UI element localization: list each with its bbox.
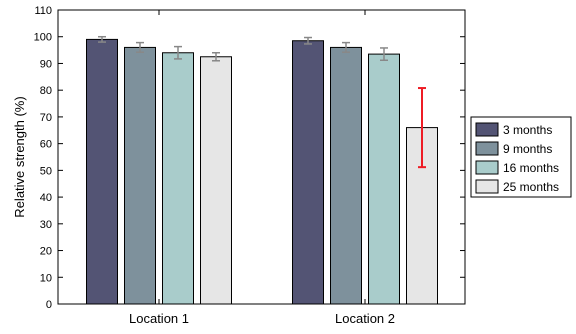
y-tick-label: 30	[40, 219, 52, 231]
bar-25-months-location-1	[200, 56, 232, 305]
legend-swatch	[475, 179, 499, 194]
bar-16-months-location-2	[368, 53, 400, 305]
legend-label: 9 months	[503, 142, 552, 156]
legend-label: 25 months	[503, 180, 559, 194]
bar-9-months-location-2	[330, 46, 362, 305]
y-tick-label: 10	[40, 272, 52, 284]
y-tick-label: 60	[40, 139, 52, 151]
legend-label: 3 months	[503, 123, 552, 137]
y-tick-label: 0	[46, 299, 52, 311]
y-tick-label: 110	[34, 5, 52, 17]
legend-label: 16 months	[503, 161, 559, 175]
y-tick-label: 40	[40, 192, 52, 204]
x-category-label: Location 2	[335, 311, 395, 326]
y-tick-label: 50	[40, 165, 52, 177]
bar-3-months-location-1	[86, 38, 118, 305]
y-axis-label: Relative strength (%)	[12, 96, 27, 217]
bar-16-months-location-1	[162, 52, 194, 305]
legend-swatch	[475, 141, 499, 156]
plot-frame	[57, 9, 466, 305]
x-category-label: Location 1	[129, 311, 189, 326]
y-tick-label: 20	[40, 246, 52, 258]
y-tick-label: 100	[34, 32, 52, 44]
legend-swatch	[475, 122, 499, 137]
y-tick-label: 70	[40, 112, 52, 124]
y-tick-label: 80	[40, 85, 52, 97]
legend-swatch	[475, 160, 499, 175]
y-tick-label: 90	[40, 58, 52, 70]
bar-3-months-location-2	[292, 40, 324, 305]
bar-9-months-location-1	[124, 46, 156, 305]
